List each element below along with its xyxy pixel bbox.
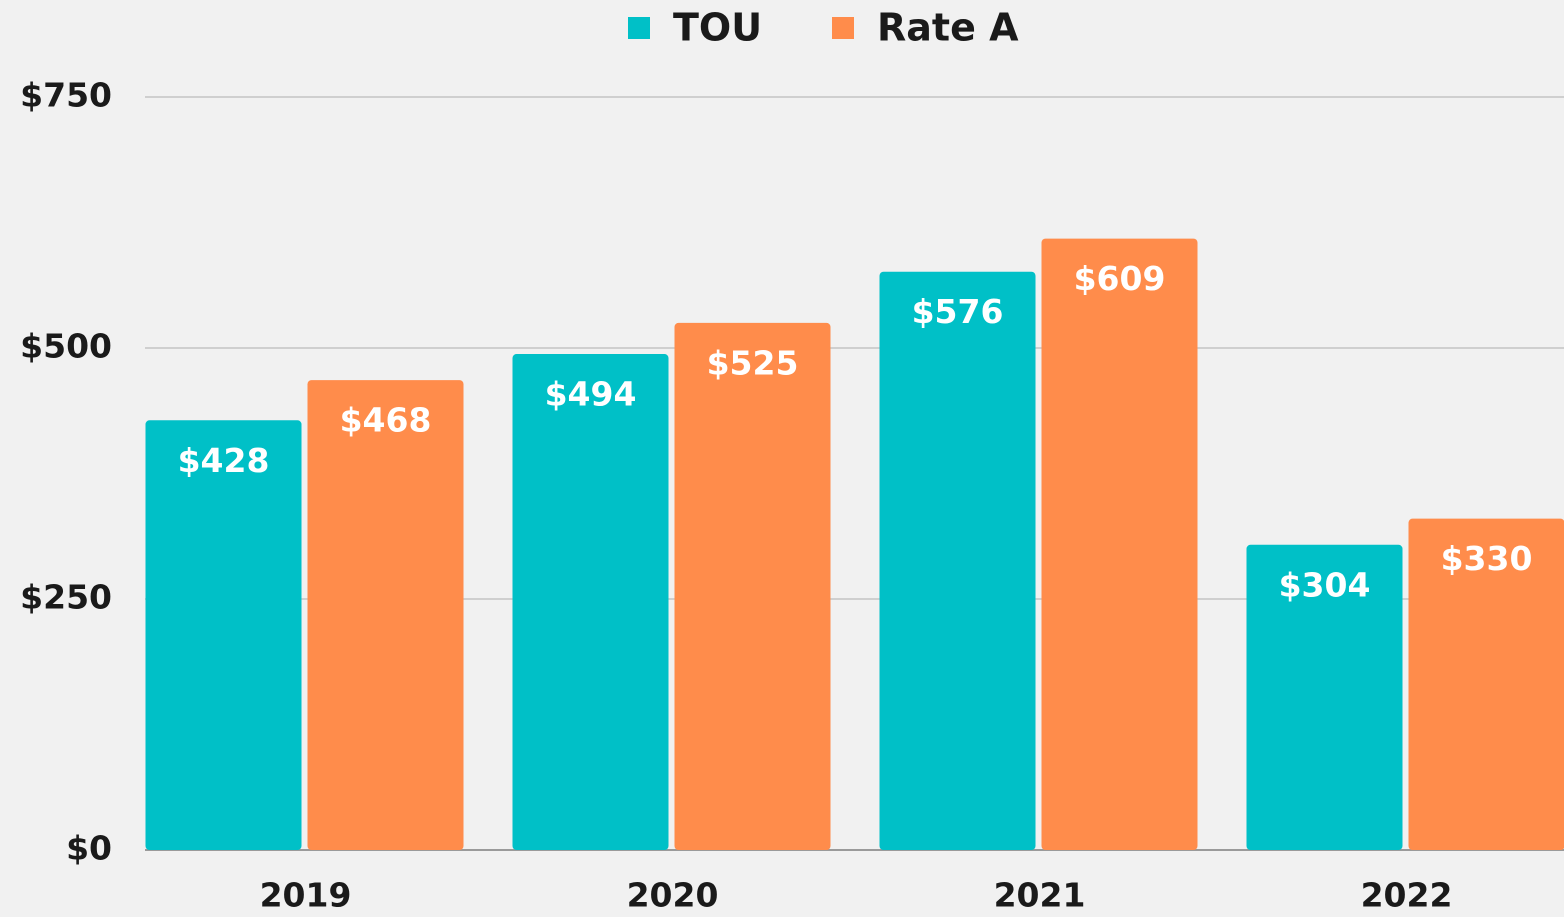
- y-tick-label: $500: [20, 327, 112, 366]
- bar: [307, 380, 464, 850]
- bar: [145, 420, 302, 850]
- x-tick-label: 2022: [1361, 876, 1453, 915]
- legend-swatch: [832, 17, 854, 39]
- y-tick-label: $750: [20, 76, 112, 115]
- bar: [1246, 544, 1403, 850]
- x-tick-label: 2019: [260, 876, 352, 915]
- value-label: $609: [1074, 259, 1166, 298]
- value-label: $304: [1279, 565, 1371, 604]
- bar: [879, 271, 1036, 850]
- legend-swatch: [628, 17, 650, 39]
- value-label: $428: [178, 441, 270, 480]
- bar: [674, 322, 831, 850]
- value-label: $525: [707, 343, 799, 382]
- y-tick-label: $0: [66, 829, 112, 868]
- x-tick-label: 2020: [627, 876, 719, 915]
- bar: [1041, 238, 1198, 851]
- value-label: $468: [340, 401, 432, 440]
- value-label: $330: [1441, 539, 1533, 578]
- x-tick-label: 2021: [994, 876, 1086, 915]
- y-tick-label: $250: [20, 578, 112, 617]
- bar: [1408, 518, 1564, 850]
- legend-label: Rate A: [877, 6, 1019, 50]
- value-label: $576: [912, 292, 1004, 331]
- bar: [512, 354, 669, 850]
- legend-label: TOU: [673, 6, 762, 50]
- value-label: $494: [545, 375, 637, 414]
